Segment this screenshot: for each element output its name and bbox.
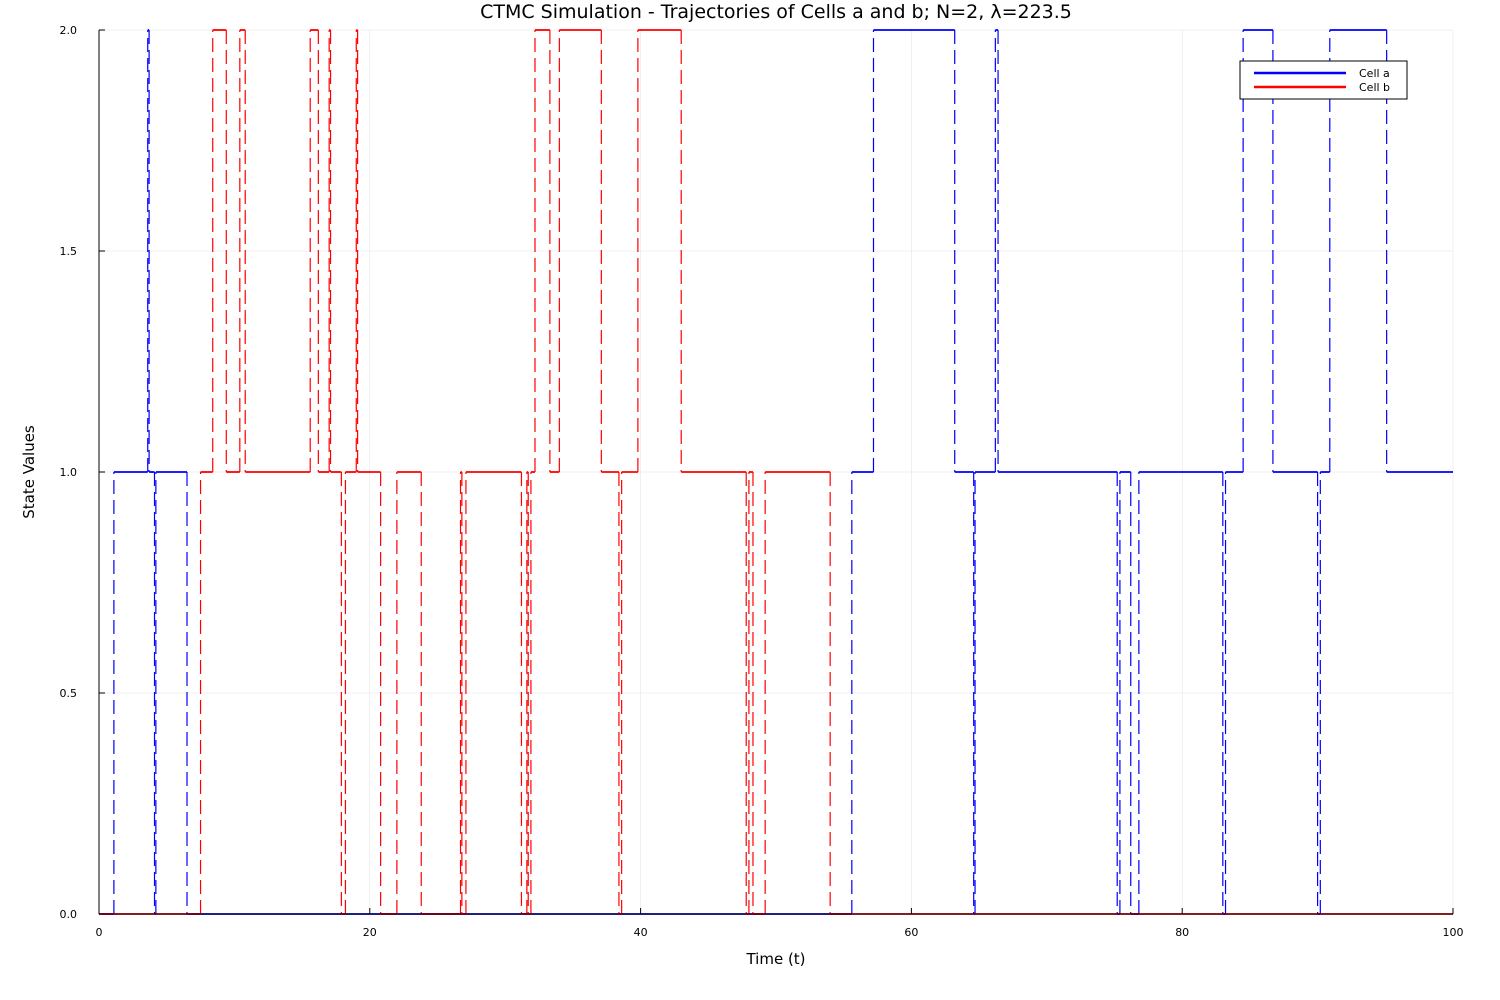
x-axis-label: Time (t)	[745, 950, 805, 968]
chart-title: CTMC Simulation - Trajectories of Cells …	[480, 1, 1072, 23]
y-tick-label: 0.5	[60, 687, 78, 700]
x-tick-label: 40	[634, 926, 648, 939]
series-cell-a	[99, 29, 1453, 915]
series-cell-b	[99, 29, 1453, 915]
legend: Cell a Cell b	[1239, 60, 1408, 100]
x-tick-label: 20	[363, 926, 377, 939]
y-tick-label: 2.0	[60, 24, 78, 37]
tick-labels: 0 20 40 60 80 100 0.0 0.5 1.0 1.5 2.0	[60, 24, 1464, 939]
y-tick-label: 1.5	[60, 245, 78, 258]
x-tick-label: 100	[1443, 926, 1464, 939]
legend-label-cell-a: Cell a	[1359, 67, 1390, 80]
y-tick-label: 1.0	[60, 466, 78, 479]
legend-box	[1239, 60, 1408, 100]
x-tick-label: 80	[1175, 926, 1189, 939]
series-layer	[99, 29, 1453, 915]
x-tick-label: 0	[96, 926, 103, 939]
legend-label-cell-b: Cell b	[1359, 81, 1390, 94]
y-axis-label: State Values	[20, 425, 38, 519]
y-tick-label: 0.0	[60, 908, 78, 921]
x-tick-label: 60	[904, 926, 918, 939]
